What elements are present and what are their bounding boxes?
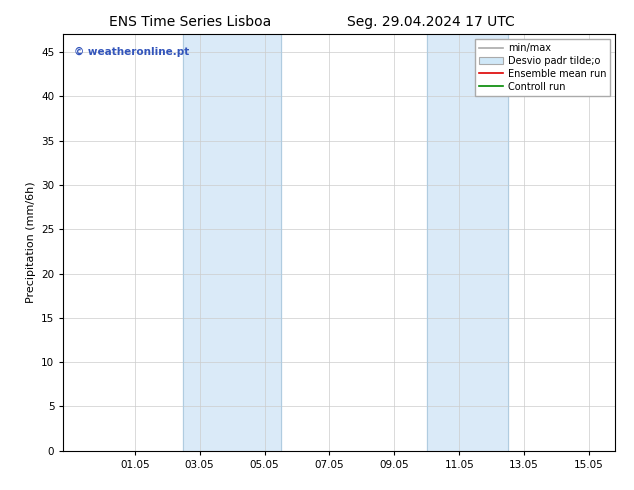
Bar (427, 34, 508, 451)
Legend: min/max, Desvio padr tilde;o, Ensemble mean run, Controll run: min/max, Desvio padr tilde;o, Ensemble m… (475, 39, 610, 96)
Bar (183, 34, 281, 451)
Y-axis label: Precipitation (mm/6h): Precipitation (mm/6h) (25, 182, 36, 303)
Text: © weatheronline.pt: © weatheronline.pt (74, 47, 190, 57)
Text: ENS Time Series Lisboa: ENS Time Series Lisboa (109, 15, 271, 29)
Text: Seg. 29.04.2024 17 UTC: Seg. 29.04.2024 17 UTC (347, 15, 515, 29)
